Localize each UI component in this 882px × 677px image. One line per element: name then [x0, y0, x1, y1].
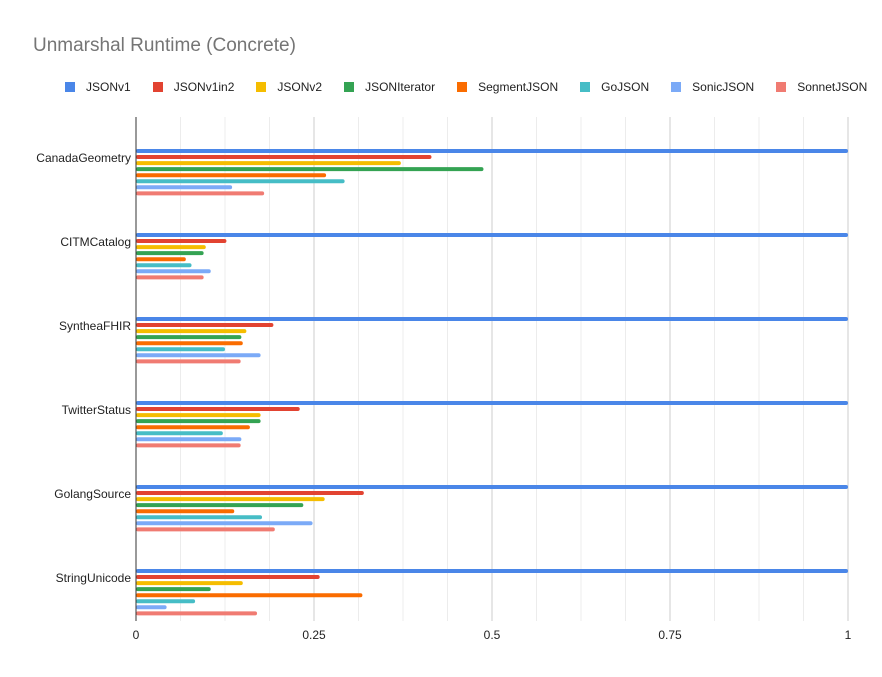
bar-jsonv2-canadageometry [136, 161, 401, 166]
legend-label: GoJSON [601, 80, 650, 94]
category-label-stringunicode: StringUnicode [56, 571, 132, 585]
legend-label: JSONv1 [86, 80, 131, 94]
bar-jsonv1-twitterstatus [136, 401, 848, 405]
bar-segmentjson-canadageometry [136, 173, 327, 178]
bar-sonicjson-citmcatalog [136, 269, 211, 274]
legend-item-sonicjson: SonicJSON [671, 80, 754, 94]
bar-sonicjson-stringunicode [136, 605, 167, 610]
bar-sonicjson-golangsource [136, 521, 313, 526]
category-label-canadageometry: CanadaGeometry [36, 151, 131, 165]
bar-jsonv2-stringunicode [136, 581, 243, 586]
bar-jsoniterator-stringunicode [136, 587, 211, 592]
legend-item-gojson: GoJSON [580, 80, 649, 94]
x-tick-label-0: 0 [133, 628, 140, 642]
legend-item-segmentjson: SegmentJSON [457, 80, 558, 94]
bar-jsonv1-golangsource [136, 485, 848, 489]
bar-gojson-twitterstatus [136, 431, 223, 436]
legend-swatch [65, 82, 75, 92]
bar-sonnetjson-canadageometry [136, 191, 265, 196]
bar-gojson-golangsource [136, 515, 263, 520]
bar-jsonv1in2-canadageometry [136, 155, 432, 160]
category-label-syntheafhir: SyntheaFHIR [59, 319, 131, 333]
bar-jsoniterator-syntheafhir [136, 335, 242, 340]
bar-segmentjson-golangsource [136, 509, 235, 514]
category-label-citmcatalog: CITMCatalog [60, 235, 131, 249]
bar-gojson-syntheafhir [136, 347, 225, 352]
bar-jsonv1in2-syntheafhir [136, 323, 274, 328]
bar-jsonv1-canadageometry [136, 149, 848, 153]
legend-label: JSONv1in2 [173, 80, 235, 94]
bar-sonnetjson-golangsource [136, 527, 275, 532]
legend-item-jsoniterator: JSONIterator [344, 80, 435, 94]
bar-sonnetjson-twitterstatus [136, 443, 241, 448]
bar-jsonv1-stringunicode [136, 569, 848, 573]
bar-jsonv2-syntheafhir [136, 329, 247, 334]
legend-swatch [152, 82, 163, 92]
legend-item-jsonv2: JSONv2 [256, 80, 322, 94]
bar-sonnetjson-citmcatalog [136, 275, 204, 280]
bar-sonicjson-canadageometry [136, 185, 233, 190]
bar-gojson-canadageometry [136, 179, 345, 184]
bar-sonnetjson-stringunicode [136, 611, 258, 616]
legend-item-jsonv1: JSONv1 [65, 80, 131, 94]
bar-sonicjson-syntheafhir [136, 353, 261, 358]
category-label-twitterstatus: TwitterStatus [62, 403, 131, 417]
bar-jsonv1in2-golangsource [136, 491, 364, 496]
bar-jsoniterator-golangsource [136, 503, 304, 508]
legend-label: SonnetJSON [797, 80, 868, 94]
bar-sonnetjson-syntheafhir [136, 359, 241, 364]
grid-layer [180, 117, 849, 621]
bars-layer [136, 149, 848, 616]
bar-segmentjson-citmcatalog [136, 257, 186, 262]
bar-jsoniterator-twitterstatus [136, 419, 261, 424]
bar-jsoniterator-citmcatalog [136, 251, 204, 256]
x-tick-label-1: 1 [845, 628, 852, 642]
bar-segmentjson-syntheafhir [136, 341, 243, 346]
legend-label: JSONv2 [277, 80, 323, 94]
legend-swatch [344, 82, 355, 92]
bar-sonicjson-twitterstatus [136, 437, 242, 442]
bar-gojson-citmcatalog [136, 263, 192, 268]
bar-jsonv1in2-citmcatalog [136, 239, 227, 244]
legend-item-jsonv1in2: JSONv1in2 [152, 80, 235, 94]
category-label-golangsource: GolangSource [54, 487, 131, 501]
bar-jsonv2-twitterstatus [136, 413, 261, 418]
x-tick-label-0-25: 0.25 [302, 628, 326, 642]
legend-label: SegmentJSON [478, 80, 559, 94]
legend-swatch [671, 82, 682, 92]
bar-jsonv2-golangsource [136, 497, 325, 502]
axis-layer: CanadaGeometry CITMCatalog SyntheaFHIR Twit… [36, 117, 852, 642]
bar-jsonv1in2-twitterstatus [136, 407, 300, 412]
bar-jsonv1-citmcatalog [136, 233, 848, 237]
bar-segmentjson-twitterstatus [136, 425, 250, 430]
bar-jsonv1in2-stringunicode [136, 575, 320, 580]
bar-segmentjson-stringunicode [136, 593, 363, 598]
legend: JSONv1 JSONv1in2 JSONv2 JSONIterator Segment… [65, 79, 882, 95]
legend-swatch [776, 82, 787, 92]
legend-item-sonnetjson: SonnetJSON [776, 80, 867, 94]
legend-label: JSONIterator [365, 80, 436, 94]
chart-title: Unmarshal Runtime (Concrete) [33, 35, 296, 56]
bar-gojson-stringunicode [136, 599, 196, 604]
bar-jsonv2-citmcatalog [136, 245, 206, 250]
legend-swatch [580, 82, 591, 92]
x-tick-label-0-75: 0.75 [658, 628, 682, 642]
legend-swatch [457, 82, 468, 92]
x-tick-label-0-5: 0.5 [484, 628, 501, 642]
bar-jsonv1-syntheafhir [136, 317, 848, 321]
legend-swatch [256, 82, 267, 92]
legend-label: SonicJSON [692, 80, 755, 94]
bar-jsoniterator-canadageometry [136, 167, 484, 172]
